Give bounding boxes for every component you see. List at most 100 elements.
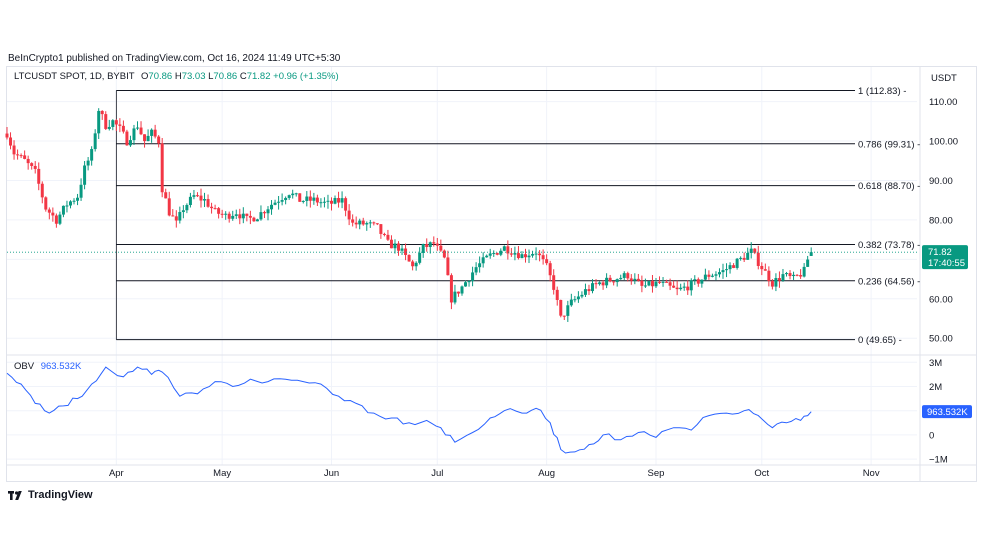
bar-countdown: 17:40:55 (928, 258, 965, 269)
candle-body-2024-10-11 (795, 274, 799, 276)
obv-tick-label: 3M (929, 358, 942, 369)
fib-level-label: 0.236 (64.56) - (858, 276, 920, 287)
candle-body-2024-03-10 (37, 168, 41, 184)
candle-body-2024-06-11 (365, 223, 369, 225)
candle-body-2024-04-28 (210, 206, 214, 209)
candle-body-2024-08-26 (633, 278, 637, 281)
candle-body-2024-05-27 (312, 197, 316, 201)
candle-body-2024-10-06 (777, 278, 781, 281)
candle-body-2024-04-05 (128, 140, 132, 146)
candle-body-2024-09-06 (672, 285, 676, 288)
tradingview-logo[interactable]: TradingView (8, 489, 93, 501)
candle-body-2024-08-04 (555, 289, 559, 300)
candle-body-2024-08-27 (636, 278, 640, 281)
candle-body-2024-03-13 (47, 209, 51, 213)
candle-body-2024-08-18 (605, 277, 609, 286)
price-tick-label: 60.00 (929, 294, 953, 305)
candle-body-2024-08-03 (552, 275, 556, 290)
candle-body-2024-08-16 (598, 282, 602, 285)
candle-body-2024-05-14 (266, 209, 270, 214)
candle-body-2024-03-26 (93, 133, 97, 150)
high-value: 73.03 (181, 71, 206, 82)
candle-body-2024-06-24 (411, 261, 415, 267)
last-price-value: 71.82 (928, 247, 952, 258)
candle-body-2024-05-17 (277, 201, 281, 203)
candle-body-2024-07-18 (495, 253, 499, 255)
low-label: L (208, 71, 214, 82)
candle-body-2024-03-05 (19, 155, 23, 157)
candle-body-2024-06-04 (340, 198, 344, 203)
candle-body-2024-05-04 (231, 215, 235, 219)
candle-body-2024-04-07 (136, 127, 140, 129)
candle-body-2024-07-21 (506, 246, 510, 254)
candle-body-2024-07-22 (509, 253, 513, 255)
candle-body-2024-04-18 (174, 216, 178, 221)
candle-body-2024-08-17 (601, 282, 605, 286)
candle-body-2024-10-15 (809, 252, 813, 256)
candle-body-2024-09-28 (749, 248, 753, 254)
candle-body-2024-06-20 (397, 243, 401, 251)
x-tick-label: Nov (863, 468, 880, 479)
candle-body-2024-04-15 (164, 192, 168, 199)
candle-body-2024-07-29 (534, 253, 538, 255)
candle-body-2024-03-15 (54, 215, 58, 224)
candle-body-2024-07-31 (541, 255, 545, 260)
candle-body-2024-09-11 (689, 280, 693, 291)
candle-body-2024-08-21 (615, 279, 619, 283)
obv-name: OBV (14, 361, 35, 372)
candle-body-2024-04-19 (178, 212, 182, 221)
candle-body-2024-05-28 (315, 197, 319, 203)
candle-body-2024-07-01 (435, 243, 439, 246)
candle-body-2024-09-18 (714, 274, 718, 276)
candle-body-2024-05-01 (220, 213, 224, 215)
price-tick-label: 50.00 (929, 334, 953, 345)
candle-body-2024-10-04 (770, 281, 774, 287)
candle-body-2024-05-10 (252, 217, 256, 222)
candle-body-2024-08-01 (545, 259, 549, 264)
candle-body-2024-06-05 (344, 198, 348, 211)
candle-body-2024-05-31 (326, 200, 330, 202)
obv-tick-label: −1M (929, 455, 948, 466)
candle-body-2024-07-14 (481, 257, 485, 264)
candle-body-2024-05-22 (294, 193, 298, 195)
obv-tick-label: 0 (929, 430, 934, 441)
candle-body-2024-04-10 (146, 135, 150, 142)
candle-body-2024-09-01 (654, 281, 658, 287)
candle-body-2024-04-25 (199, 195, 203, 201)
candle-body-2024-08-08 (569, 299, 573, 306)
candle-body-2024-09-21 (725, 269, 729, 271)
fib-level-label: 0.786 (99.31) - (858, 139, 920, 150)
obv-value-badge (922, 405, 972, 419)
price-tick-label: 100.00 (929, 137, 958, 148)
candle-body-2024-03-19 (68, 201, 72, 206)
open-value: 70.86 (148, 71, 173, 82)
candle-body-2024-09-08 (679, 287, 683, 290)
candle-body-2024-10-03 (767, 270, 771, 282)
candle-body-2024-10-12 (799, 275, 803, 277)
close-value: 71.82 (246, 71, 271, 82)
candle-body-2024-08-09 (573, 299, 577, 301)
candle-body-2024-08-25 (629, 278, 633, 281)
candle-body-2024-03-07 (26, 158, 30, 164)
candle-body-2024-04-13 (157, 136, 161, 144)
candle-body-2024-03-21 (76, 197, 80, 201)
candle-body-2024-08-02 (548, 263, 552, 276)
candle-body-2024-08-24 (626, 273, 630, 279)
candle-body-2024-03-04 (16, 154, 20, 156)
candle-body-2024-06-09 (358, 220, 362, 225)
candle-body-2024-04-12 (153, 129, 157, 137)
candle-body-2024-07-23 (513, 253, 517, 255)
candle-body-2024-03-27 (97, 110, 101, 134)
candle-body-2024-07-03 (442, 250, 446, 258)
candle-body-2024-08-23 (622, 273, 626, 278)
candle-body-2024-04-06 (132, 128, 136, 141)
candle-body-2024-09-24 (735, 258, 739, 268)
candle-body-2024-10-05 (774, 278, 778, 287)
candle-body-2024-05-12 (259, 212, 263, 220)
candle-body-2024-03-01 (5, 133, 9, 138)
candle-body-2024-08-29 (643, 285, 647, 287)
candle-body-2024-04-04 (125, 131, 129, 146)
price-tick-label: 110.00 (929, 97, 957, 108)
candle-body-2024-03-28 (100, 110, 104, 115)
